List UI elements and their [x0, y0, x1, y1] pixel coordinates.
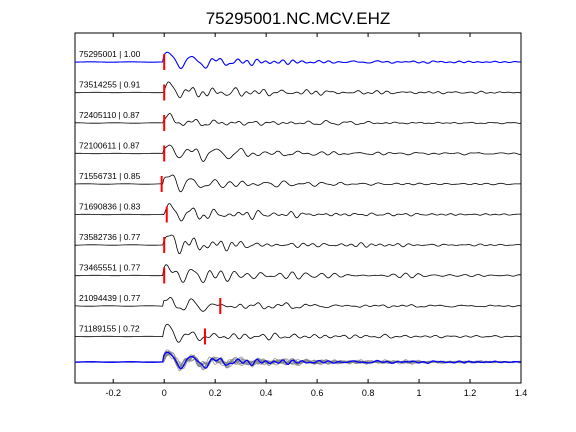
x-tick-label: 0 [162, 388, 167, 398]
chart-title: 75295001.NC.MCV.EHZ [206, 9, 391, 28]
trace-line-72100611 [75, 144, 521, 162]
trace-label-21094439: 21094439 | 0.77 [79, 293, 141, 303]
x-tick-label: 1.4 [515, 388, 528, 398]
stack-reference-trace [74, 351, 521, 370]
trace-line-73465551 [75, 264, 521, 283]
trace-line-71556731 [75, 174, 521, 193]
traces-layer [74, 51, 521, 371]
trace-label-73582736: 73582736 | 0.77 [79, 232, 141, 242]
trace-line-71189155 [75, 323, 521, 343]
trace-label-71690836: 71690836 | 0.83 [79, 202, 141, 212]
trace-line-72405110 [75, 112, 521, 126]
x-tick-label: 1.2 [464, 388, 477, 398]
x-tick-label: 0.2 [209, 388, 222, 398]
plot-area [74, 32, 522, 384]
x-tick-label: 0.4 [260, 388, 273, 398]
trace-label-73465551: 73465551 | 0.77 [79, 263, 141, 273]
trace-label-71556731: 71556731 | 0.85 [79, 171, 141, 181]
x-axis: -0.2 0 0.2 0.4 0.6 0.8 1 1.2 1.4 [105, 33, 527, 398]
trace-line-73514255 [75, 81, 521, 99]
trace-label-72100611: 72100611 | 0.87 [79, 141, 140, 151]
trace-label-75295001: 75295001 | 1.00 [79, 49, 141, 59]
x-tick-label: 0.6 [311, 388, 324, 398]
x-tick-label: -0.2 [105, 388, 121, 398]
trace-label-72405110: 72405110 | 0.87 [79, 110, 140, 120]
pick-markers [160, 54, 222, 345]
trace-line-73582736 [75, 234, 521, 254]
trace-line-71690836 [75, 203, 521, 222]
x-tick-label: 1 [417, 388, 422, 398]
trace-line-75295001 [74, 51, 521, 70]
trace-label-71189155: 71189155 | 0.72 [79, 324, 140, 334]
trace-labels: 75295001 | 1.00 73514255 | 0.91 72405110 |… [79, 49, 141, 334]
x-tick-label: 0.8 [362, 388, 375, 398]
trace-label-73514255: 73514255 | 0.91 [79, 80, 141, 90]
trace-line-21094439 [75, 296, 521, 312]
